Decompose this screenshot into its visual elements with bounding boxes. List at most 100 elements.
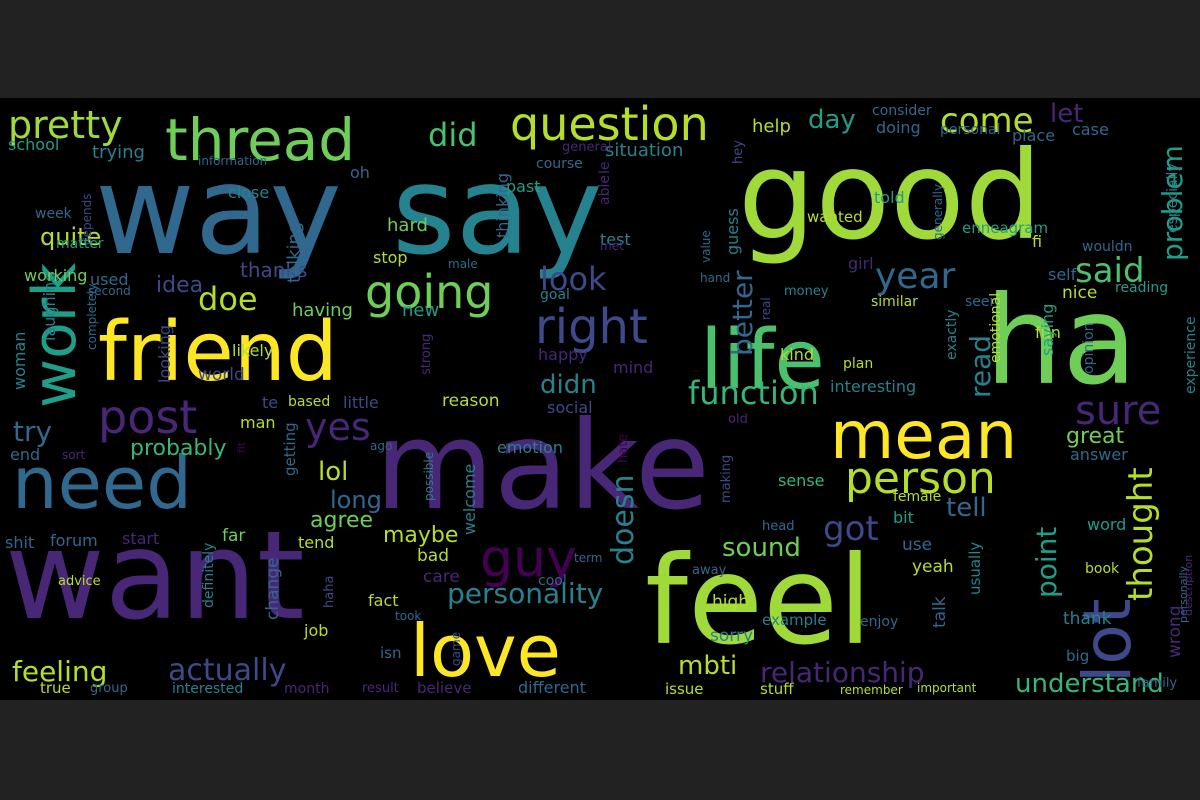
word-isn: isn [380, 644, 402, 662]
word-woman: woman [10, 332, 29, 390]
word-family: family [1137, 676, 1177, 691]
word-probably: probably [130, 436, 227, 461]
word-day: day [808, 105, 856, 135]
word-talk: talk [930, 596, 950, 628]
word-test: test [600, 230, 631, 249]
word-high: high [712, 592, 749, 612]
word-likely: likely [232, 341, 273, 360]
word-result: result [362, 681, 399, 696]
word-post: post [98, 390, 197, 444]
word-yes: yes [305, 405, 371, 449]
word-opinion: opinion [1081, 322, 1097, 374]
word-friend: friend [98, 305, 338, 400]
word-say: say [392, 140, 603, 282]
word-little: little [343, 393, 379, 412]
word-understand: understand [1015, 669, 1164, 699]
word-le: le [597, 161, 613, 174]
word-thinking: thinking [493, 173, 512, 238]
word-lot: lot [1069, 598, 1146, 683]
word-depends: depends [80, 194, 94, 245]
word-start: start [122, 529, 159, 548]
word-quite: quite [40, 223, 101, 251]
word-plan: plan [843, 356, 873, 372]
word-function: function [688, 374, 819, 412]
word-cloud-panel: way say good ha make want feel friend life need lo… [0, 98, 1200, 700]
word-laughing: laughing [40, 272, 59, 341]
word-didn: didn [540, 370, 597, 400]
word-getting: getting [281, 422, 299, 476]
word-looking: looking [155, 325, 174, 383]
word-did: did [428, 116, 478, 154]
word-different: different [518, 678, 586, 697]
word-head: head [762, 519, 794, 534]
word-year: year [875, 256, 956, 297]
word-use: use [902, 535, 932, 555]
word-emotional: emotional [988, 293, 1004, 363]
word-matter: matter [56, 236, 104, 252]
word-bit: bit [893, 508, 914, 527]
word-feel: feel [645, 530, 872, 672]
word-book: book [1085, 561, 1120, 577]
word-group: group [90, 681, 128, 696]
word-want: want [5, 505, 305, 647]
word-way: way [95, 140, 342, 282]
word-doesn: doesn [606, 475, 641, 566]
word-read: read [964, 335, 997, 398]
word-lol: lol [318, 457, 348, 487]
word-strong: strong [419, 334, 434, 375]
word-description: description [1182, 555, 1195, 616]
word-relationship: relationship [760, 656, 925, 689]
word-thank: thank [1063, 609, 1112, 629]
word-sort: sort [62, 448, 86, 462]
word-thread: thread [165, 106, 355, 174]
word-school: school [8, 135, 59, 154]
word-example: example [762, 611, 827, 629]
word-generally: generally [931, 184, 945, 240]
word-care: care [423, 567, 460, 587]
word-real: real [759, 297, 773, 320]
word-right: right [535, 299, 648, 355]
word-place: place [1012, 126, 1055, 145]
word-sense: sense [778, 471, 825, 490]
word-usually: usually [966, 542, 984, 595]
word-hate: hate [616, 434, 631, 463]
word-said: said [1075, 251, 1145, 291]
word-welcome: welcome [460, 464, 479, 535]
word-pretty: pretty [8, 103, 123, 147]
word-seen: seen [965, 294, 998, 310]
word-tell: tell [946, 493, 987, 523]
word-sound: sound [722, 533, 801, 563]
word-fun: fun [1035, 323, 1061, 342]
word-definitely: definitely [201, 543, 217, 608]
word-idea: idea [156, 273, 203, 298]
word-better: better [726, 270, 759, 356]
word-remember: remember [840, 683, 903, 697]
word-job: job [303, 621, 328, 640]
word-reason: reason [442, 391, 500, 411]
word-wanted: wanted [807, 208, 863, 226]
word-based: based [288, 394, 330, 410]
word-oh: oh [350, 163, 370, 182]
word-general: general [562, 140, 611, 155]
word-sorry: sorry [710, 626, 753, 646]
word-emotion: emotion [497, 438, 563, 457]
word-used: used [90, 270, 128, 289]
word-ago: ago [370, 439, 392, 453]
word-able: able [597, 175, 613, 205]
word-guess: guess [723, 208, 742, 255]
word-person: person [845, 453, 996, 504]
word-far: far [222, 526, 245, 546]
word-love: love [410, 609, 561, 693]
word-guy: guy [480, 529, 577, 589]
word-work: work [20, 263, 90, 408]
word-maybe: maybe [383, 523, 458, 548]
word-wrong: wrong [1165, 606, 1185, 659]
word-term: term [574, 551, 603, 565]
word-agree: agree [310, 508, 373, 533]
word-self: self [1048, 265, 1077, 284]
word-point: point [1030, 527, 1063, 598]
word-making: making [719, 455, 734, 503]
word-month: month [284, 681, 329, 697]
word-similar: similar [871, 294, 918, 310]
